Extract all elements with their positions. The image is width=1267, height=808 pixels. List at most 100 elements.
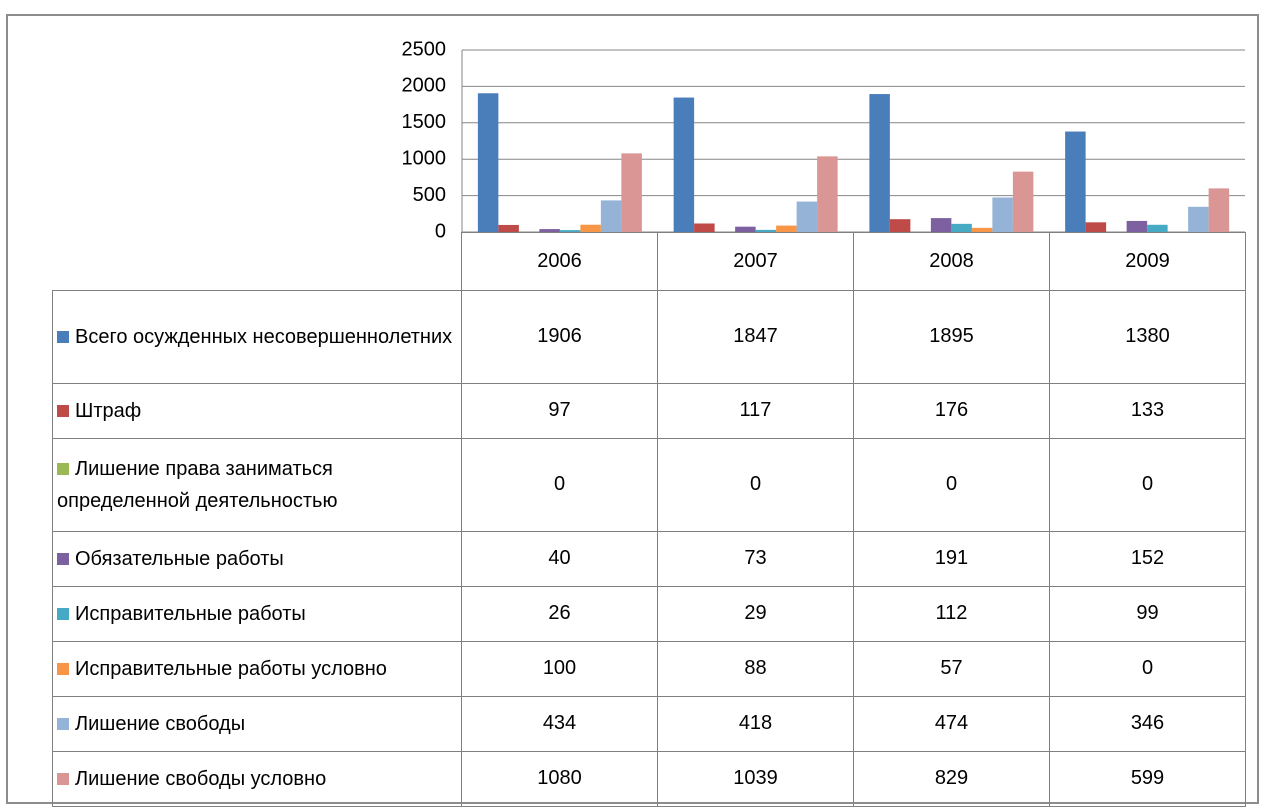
series-row: Штраф 97 117 176 133 — [52, 382, 1246, 439]
value-cell: 176 — [853, 382, 1050, 439]
value-cell: 117 — [657, 382, 854, 439]
value-cell: 133 — [1049, 382, 1246, 439]
legend-key — [57, 773, 69, 786]
bar — [621, 153, 642, 232]
series-cell: Лишение права заниматься определенной де… — [52, 437, 462, 532]
y-tick-label: 500 — [413, 184, 446, 206]
bar — [600, 200, 622, 232]
bar — [539, 229, 560, 232]
data-table: 2006 2007 2008 2009 Всего осужденных несовер… — [52, 232, 1246, 807]
series-row: Лишение свободы условно 1080 1039 829 599 — [52, 750, 1246, 807]
y-tick-label: 2500 — [402, 38, 447, 60]
legend-label: Лишение права заниматься определенной де… — [57, 457, 338, 512]
category-label: 2008 — [853, 232, 1050, 291]
value-cell: 57 — [853, 640, 1050, 697]
bar — [971, 227, 993, 232]
bar — [1188, 206, 1209, 232]
category-label: 2006 — [461, 232, 658, 291]
bar — [1065, 131, 1086, 232]
bar — [796, 201, 818, 232]
value-cell: 1906 — [461, 289, 658, 384]
legend-key — [57, 718, 69, 731]
value-cell: 0 — [1049, 437, 1246, 532]
series-row: Всего осужденных несовершеннолетних 1906 1… — [52, 289, 1246, 384]
legend-label: Штраф — [75, 399, 142, 422]
legend-key — [57, 331, 69, 344]
bar — [1126, 220, 1148, 232]
bar — [673, 97, 695, 233]
value-cell: 418 — [657, 695, 854, 752]
value-cell: 829 — [853, 750, 1050, 807]
legend-key — [57, 608, 69, 621]
legend-key — [57, 463, 69, 476]
value-cell: 1080 — [461, 750, 658, 807]
series-row: Обязательные работы 40 73 191 152 — [52, 530, 1246, 587]
category-label: 2009 — [1049, 232, 1246, 291]
bar — [755, 229, 777, 232]
legend-key — [57, 553, 69, 566]
value-cell: 1847 — [657, 289, 854, 384]
value-cell: 191 — [853, 530, 1050, 587]
series-cell: Всего осужденных несовершеннолетних — [52, 289, 462, 384]
value-cell: 29 — [657, 585, 854, 642]
legend-label: Лишение свободы условно — [75, 767, 327, 790]
bar — [498, 224, 519, 232]
series-row: Исправительные работы 26 29 112 99 — [52, 585, 1246, 642]
value-cell: 0 — [1049, 640, 1246, 697]
bar — [889, 219, 911, 232]
value-cell: 0 — [657, 437, 854, 532]
header-row: 2006 2007 2008 2009 — [52, 232, 1246, 291]
bar — [580, 224, 601, 232]
corner-cell — [52, 232, 462, 290]
bar — [1208, 188, 1230, 232]
y-tick-label: 1500 — [402, 111, 447, 133]
series-row: Лишение свободы 434 418 474 346 — [52, 695, 1246, 752]
bar — [817, 156, 838, 232]
bar — [477, 93, 499, 233]
bar — [559, 230, 581, 232]
series-cell: Исправительные работы условно — [52, 640, 462, 697]
series-cell: Штраф — [52, 382, 462, 439]
value-cell: 100 — [461, 640, 658, 697]
value-cell: 73 — [657, 530, 854, 587]
value-cell: 99 — [1049, 585, 1246, 642]
category-label: 2007 — [657, 232, 854, 291]
value-cell: 346 — [1049, 695, 1246, 752]
value-cell: 97 — [461, 382, 658, 439]
value-cell: 0 — [461, 437, 658, 532]
value-cell: 599 — [1049, 750, 1246, 807]
bar — [1012, 171, 1034, 232]
value-cell: 1039 — [657, 750, 854, 807]
series-cell: Обязательные работы — [52, 530, 462, 587]
bar — [1085, 222, 1107, 232]
series-cell: Исправительные работы — [52, 585, 462, 642]
value-cell: 474 — [853, 695, 1050, 752]
bar — [951, 223, 972, 232]
bar — [992, 197, 1013, 232]
value-cell: 88 — [657, 640, 854, 697]
value-cell: 0 — [853, 437, 1050, 532]
legend-key — [57, 405, 69, 418]
bar — [776, 225, 797, 232]
bar — [1147, 224, 1168, 232]
series-cell: Лишение свободы — [52, 695, 462, 752]
bar — [735, 226, 756, 232]
bar — [694, 223, 715, 232]
legend-label: Исправительные работы условно — [75, 657, 387, 680]
value-cell: 112 — [853, 585, 1050, 642]
value-cell: 152 — [1049, 530, 1246, 587]
legend-label: Исправительные работы — [75, 602, 306, 625]
y-tick-label: 0 — [435, 220, 446, 242]
series-cell: Лишение свободы условно — [52, 750, 462, 807]
series-row: Лишение права заниматься определенной де… — [52, 437, 1246, 532]
value-cell: 26 — [461, 585, 658, 642]
value-cell: 1380 — [1049, 289, 1246, 384]
bar — [869, 94, 890, 232]
value-cell: 1895 — [853, 289, 1050, 384]
y-tick-label: 1000 — [402, 147, 447, 169]
y-tick-label: 2000 — [402, 75, 447, 97]
series-row: Исправительные работы условно 100 88 57 0 — [52, 640, 1246, 697]
legend-label: Обязательные работы — [75, 547, 284, 570]
